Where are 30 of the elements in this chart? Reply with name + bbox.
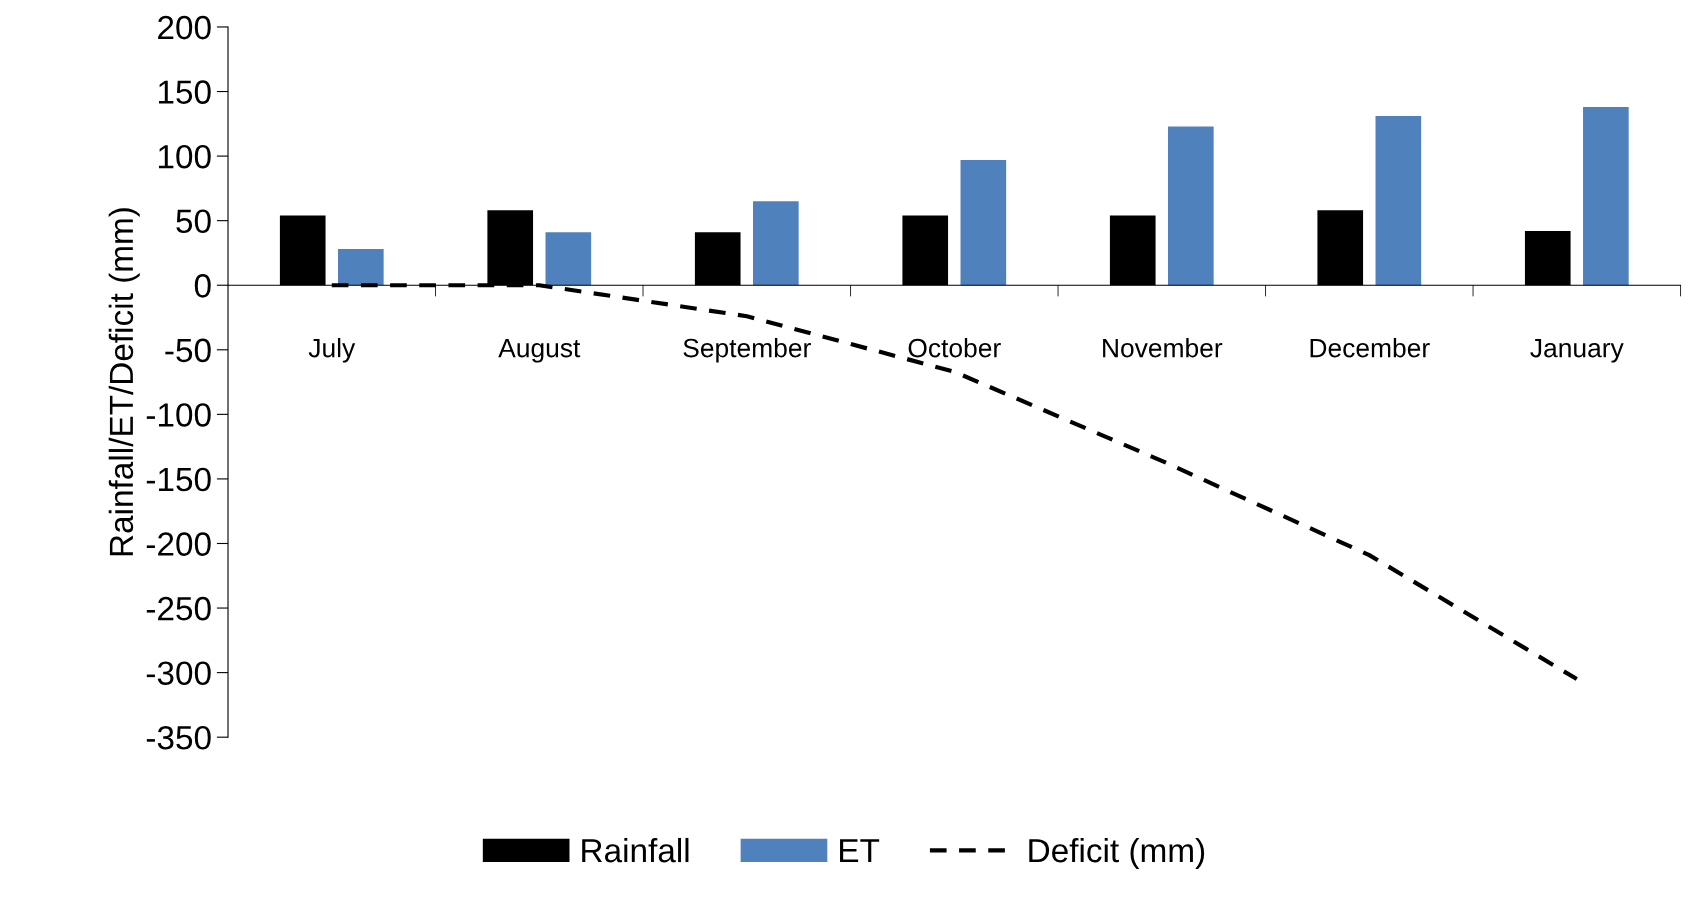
y-tick-label: -350 <box>146 725 211 750</box>
x-tick-label: January <box>1530 338 1624 363</box>
x-tick-label: August <box>498 338 581 363</box>
y-tick-label: 50 <box>176 209 211 234</box>
y-tick-label: -150 <box>146 467 211 492</box>
bar <box>545 232 592 286</box>
x-tick-label: October <box>908 338 1001 358</box>
legend-label: Deficit (mm) <box>1029 837 1205 869</box>
y-tick-label: -50 <box>165 338 211 363</box>
bar <box>960 159 1007 286</box>
bar <box>1168 126 1214 286</box>
legend-label: Rainfall <box>582 837 689 863</box>
y-tick-label: 0 <box>194 274 211 298</box>
x-tick-label: September <box>683 338 811 363</box>
x-tick-label: December <box>1310 338 1430 358</box>
bar <box>753 201 799 286</box>
x-tick-label: July <box>308 338 356 363</box>
bar <box>1375 116 1422 286</box>
legend-label: ET <box>840 839 880 863</box>
y-tick-label: -200 <box>146 532 211 556</box>
y-tick-label: 150 <box>158 80 211 104</box>
y-tick-label: -100 <box>146 403 211 427</box>
bar <box>337 249 384 286</box>
bar <box>1583 107 1629 286</box>
y-tick-label: 100 <box>158 144 211 169</box>
x-tick-label: November <box>1103 338 1223 358</box>
y-tick-label: -250 <box>146 596 211 621</box>
y-tick-label: 200 <box>158 15 211 40</box>
y-tick-label: -300 <box>146 661 211 686</box>
y-axis-title: Rainfall/ET/Deficit (mm) <box>108 208 140 556</box>
